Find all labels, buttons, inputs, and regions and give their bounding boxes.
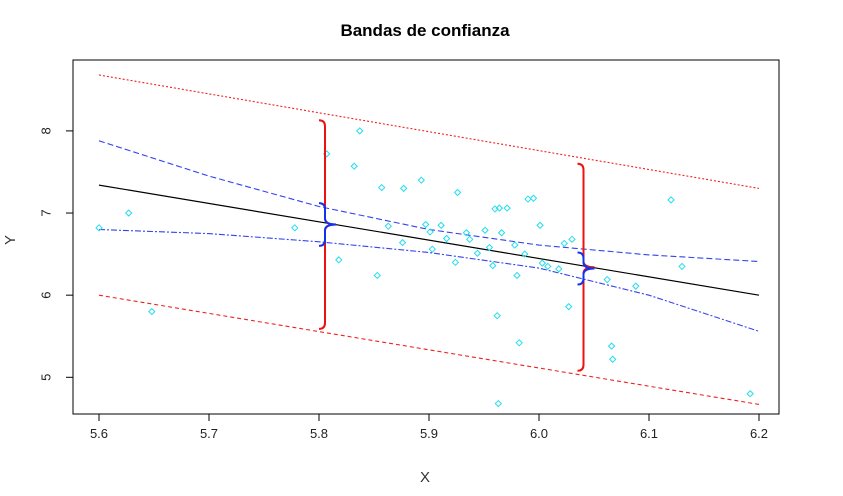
data-point <box>399 184 408 193</box>
data-point <box>355 127 364 135</box>
data-point <box>350 162 358 170</box>
prediction-band-upper <box>98 74 760 189</box>
x-tick-label: 5.8 <box>310 426 328 441</box>
brace-annotation <box>577 251 595 286</box>
data-point <box>473 249 482 257</box>
data-point <box>148 307 156 316</box>
data-point <box>451 258 460 267</box>
x-tick-label: 6.1 <box>640 426 658 441</box>
x-tick-label: 5.6 <box>90 426 108 441</box>
chart-title: Bandas de confianza <box>340 21 510 40</box>
x-axis: 5.6 5.7 5.8 5.9 6.0 6.1 6.2 <box>90 414 768 441</box>
data-point <box>568 235 576 244</box>
confidence-band-lower <box>98 228 760 332</box>
data-point <box>603 275 611 284</box>
annotations-layer <box>318 119 595 372</box>
data-point <box>520 250 529 258</box>
brace-annotation <box>577 162 595 372</box>
x-tick-label: 6.0 <box>530 426 548 441</box>
data-point <box>428 245 437 253</box>
data-point <box>560 239 569 248</box>
data-point <box>503 204 511 212</box>
data-point <box>437 221 445 230</box>
y-tick-label: 8 <box>38 127 53 134</box>
data-point <box>481 226 489 234</box>
y-tick-label: 5 <box>38 374 53 381</box>
data-point <box>442 234 451 243</box>
x-tick-label: 6.2 <box>750 426 768 441</box>
data-point <box>384 222 393 230</box>
data-point <box>426 228 434 236</box>
data-point <box>453 188 462 197</box>
bands-layer <box>98 74 760 405</box>
y-tick-label: 7 <box>38 209 53 216</box>
data-point <box>95 224 103 232</box>
data-point <box>421 220 430 229</box>
y-tick-label: 6 <box>38 292 53 299</box>
data-point <box>465 235 474 244</box>
data-point <box>398 238 407 247</box>
data-point <box>494 399 503 408</box>
prediction-band-lower <box>98 294 760 405</box>
data-point <box>607 342 616 350</box>
data-point <box>515 339 523 347</box>
data-point <box>417 176 426 184</box>
data-point <box>667 196 675 204</box>
data-point <box>462 229 471 237</box>
y-axis: 5 6 7 8 <box>38 127 73 381</box>
x-axis-label: X <box>420 469 430 486</box>
data-point <box>678 262 686 271</box>
data-point <box>544 262 552 271</box>
points-layer <box>95 127 754 408</box>
data-point <box>632 282 640 290</box>
data-point <box>536 221 544 230</box>
y-axis-label: Y <box>2 235 19 245</box>
x-tick-label: 5.7 <box>200 426 218 441</box>
data-point <box>538 259 547 267</box>
data-point <box>485 243 494 252</box>
data-point <box>513 271 521 280</box>
data-point <box>529 194 538 202</box>
data-point <box>489 261 497 270</box>
data-point <box>497 229 506 237</box>
data-point <box>291 224 299 232</box>
data-point <box>495 204 504 212</box>
data-point <box>335 256 343 264</box>
data-point <box>124 209 133 217</box>
data-point <box>511 241 519 249</box>
data-point <box>564 302 573 311</box>
data-point <box>373 271 382 280</box>
data-point <box>555 265 563 273</box>
regression-line <box>98 184 760 296</box>
x-tick-label: 5.9 <box>420 426 438 441</box>
data-point <box>524 195 532 203</box>
plot-frame <box>72 59 780 415</box>
data-point <box>377 183 386 192</box>
data-point <box>493 311 501 320</box>
data-point <box>746 390 754 398</box>
data-point <box>608 355 617 363</box>
brace-annotation <box>318 202 337 247</box>
